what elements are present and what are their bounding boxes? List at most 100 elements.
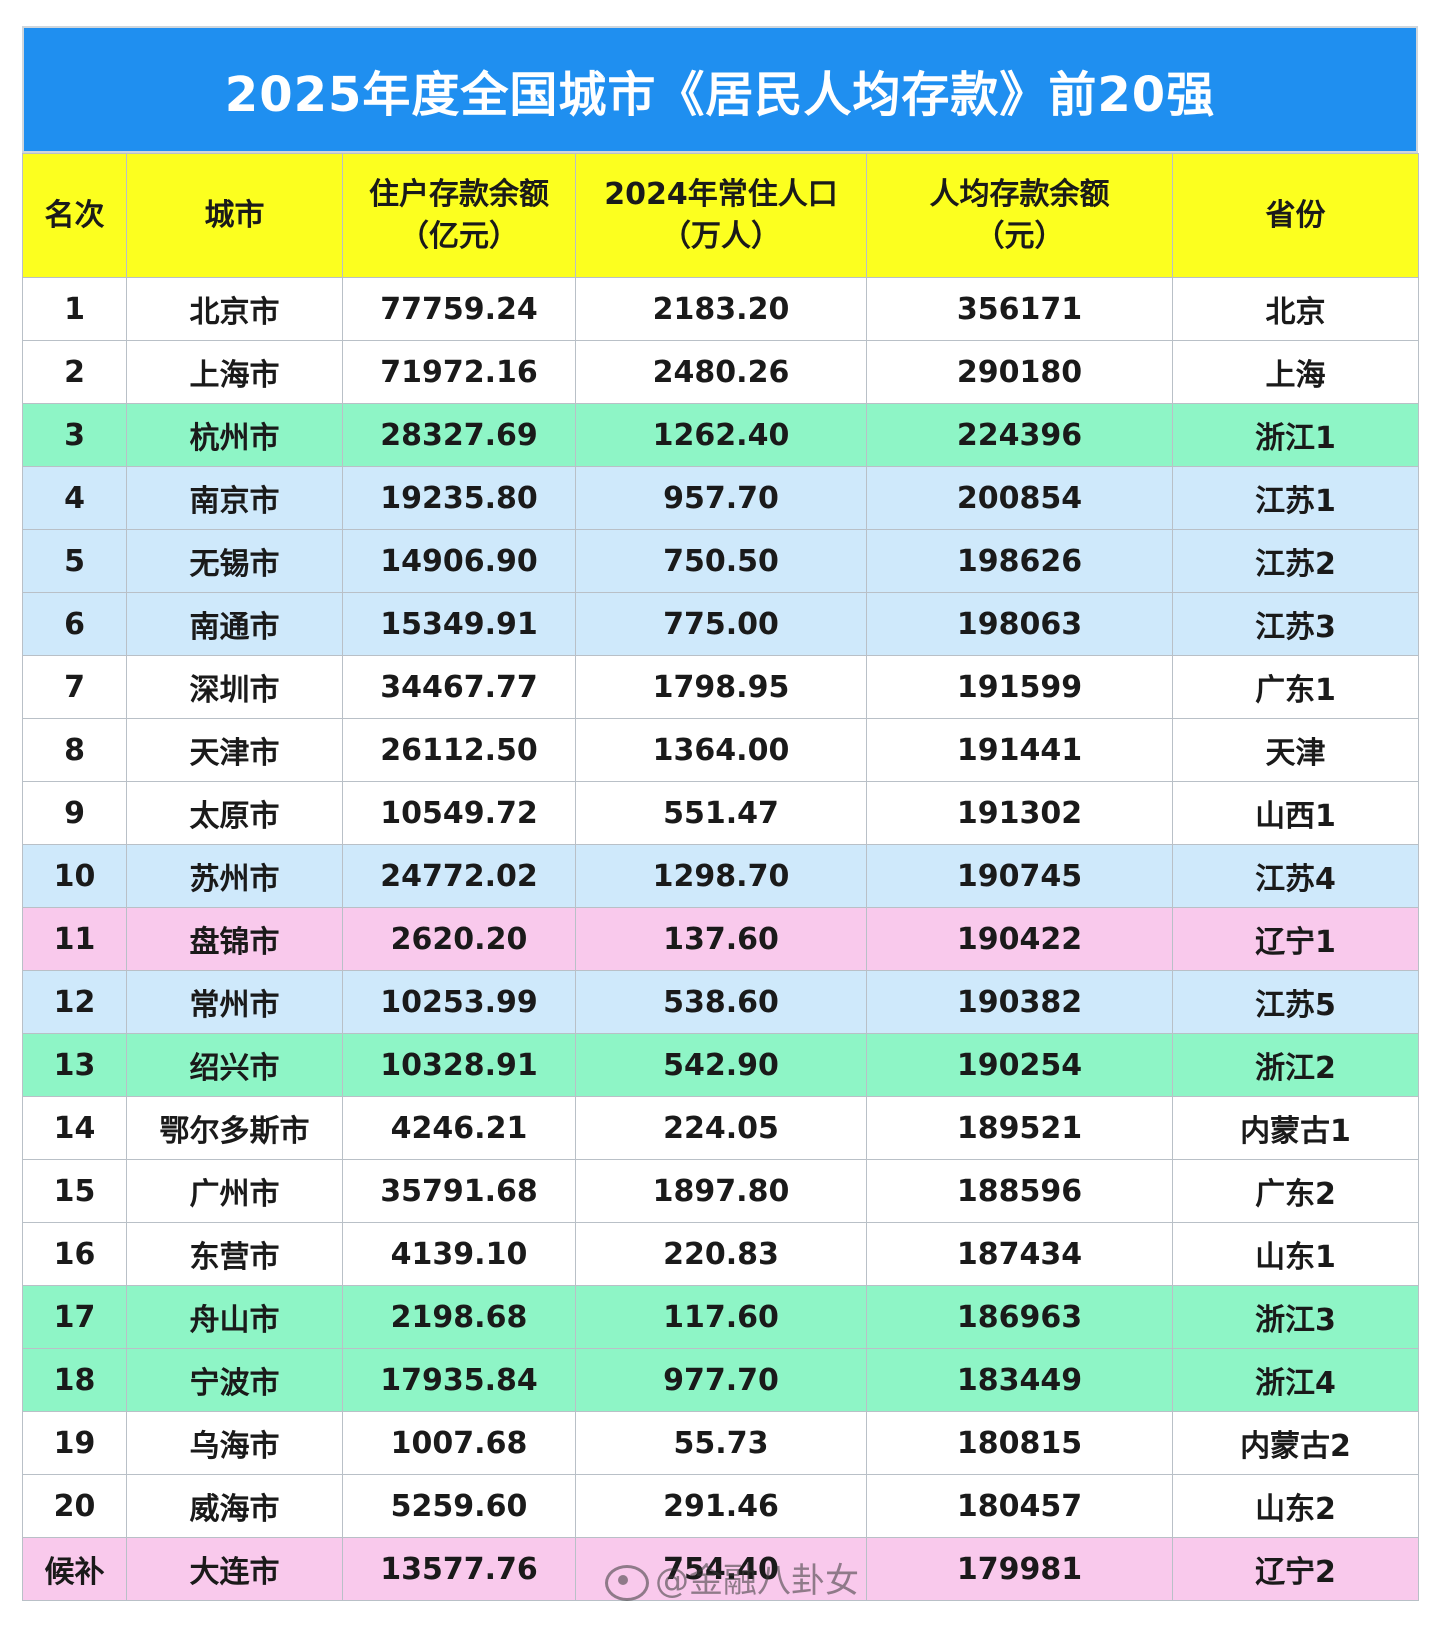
- header-population-title: 2024年常住人口: [604, 176, 838, 212]
- cell-province: 江苏3: [1172, 592, 1419, 656]
- cell-deposit: 10549.72: [342, 781, 576, 845]
- cell-deposit: 14906.90: [342, 529, 576, 593]
- cell-deposit: 2198.68: [342, 1285, 576, 1349]
- cell-rank: 候补: [22, 1537, 127, 1601]
- watermark: @金融八卦女: [605, 1553, 859, 1602]
- cell-city: 南通市: [126, 592, 343, 656]
- cell-city: 无锡市: [126, 529, 343, 593]
- table-body: 1 北京市 77759.24 2183.20 356171 北京 2 上海市 71972.16 2…: [22, 277, 1419, 1601]
- cell-province: 广东2: [1172, 1159, 1419, 1223]
- cell-province: 辽宁2: [1172, 1537, 1419, 1601]
- cell-rank: 3: [22, 403, 127, 467]
- cell-population: 542.90: [575, 1033, 867, 1097]
- title-bar: 2025年度全国城市《居民人均存款》前20强: [22, 26, 1418, 153]
- cell-rank: 8: [22, 718, 127, 782]
- cell-city: 上海市: [126, 340, 343, 404]
- cell-province: 辽宁1: [1172, 907, 1419, 971]
- cell-province: 广东1: [1172, 655, 1419, 719]
- cell-province: 山东2: [1172, 1474, 1419, 1538]
- table-row: 13 绍兴市 10328.91 542.90 190254 浙江2: [22, 1033, 1419, 1097]
- cell-deposit: 4246.21: [342, 1096, 576, 1160]
- cell-rank: 9: [22, 781, 127, 845]
- cell-per-capita: 179981: [866, 1537, 1173, 1601]
- cell-rank: 18: [22, 1348, 127, 1412]
- cell-province: 北京: [1172, 277, 1419, 341]
- cell-city: 广州市: [126, 1159, 343, 1223]
- cell-population: 1262.40: [575, 403, 867, 467]
- cell-city: 杭州市: [126, 403, 343, 467]
- table-row: 9 太原市 10549.72 551.47 191302 山西1: [22, 781, 1419, 845]
- cell-province: 山西1: [1172, 781, 1419, 845]
- cell-population: 291.46: [575, 1474, 867, 1538]
- cell-city: 盘锦市: [126, 907, 343, 971]
- cell-population: 977.70: [575, 1348, 867, 1412]
- cell-population: 2183.20: [575, 277, 867, 341]
- cell-city: 威海市: [126, 1474, 343, 1538]
- cell-deposit: 19235.80: [342, 466, 576, 530]
- cell-population: 2480.26: [575, 340, 867, 404]
- table-row: 11 盘锦市 2620.20 137.60 190422 辽宁1: [22, 907, 1419, 971]
- cell-rank: 10: [22, 844, 127, 908]
- cell-per-capita: 191302: [866, 781, 1173, 845]
- table-row: 20 威海市 5259.60 291.46 180457 山东2: [22, 1474, 1419, 1538]
- cell-per-capita: 198626: [866, 529, 1173, 593]
- cell-rank: 11: [22, 907, 127, 971]
- cell-deposit: 77759.24: [342, 277, 576, 341]
- cell-rank: 14: [22, 1096, 127, 1160]
- cell-city: 绍兴市: [126, 1033, 343, 1097]
- cell-per-capita: 190382: [866, 970, 1173, 1034]
- ranking-table: 名次 城市 住户存款余额 （亿元） 2024年常住人口 （万人） 人均存款余额 …: [22, 153, 1419, 1601]
- cell-population: 750.50: [575, 529, 867, 593]
- table-row: 4 南京市 19235.80 957.70 200854 江苏1: [22, 466, 1419, 530]
- cell-deposit: 10253.99: [342, 970, 576, 1034]
- header-population-unit: （万人）: [661, 218, 781, 254]
- cell-rank: 1: [22, 277, 127, 341]
- header-deposit-unit: （亿元）: [399, 218, 519, 254]
- ranking-sheet: 2025年度全国城市《居民人均存款》前20强 名次 城市 住户存款余额 （亿元）…: [22, 26, 1419, 1601]
- header-deposit: 住户存款余额 （亿元）: [342, 153, 576, 278]
- cell-per-capita: 180457: [866, 1474, 1173, 1538]
- cell-population: 775.00: [575, 592, 867, 656]
- cell-per-capita: 224396: [866, 403, 1173, 467]
- cell-per-capita: 190422: [866, 907, 1173, 971]
- cell-province: 山东1: [1172, 1222, 1419, 1286]
- cell-deposit: 71972.16: [342, 340, 576, 404]
- cell-city: 深圳市: [126, 655, 343, 719]
- cell-population: 117.60: [575, 1285, 867, 1349]
- table-row: 8 天津市 26112.50 1364.00 191441 天津: [22, 718, 1419, 782]
- watermark-text: @金融八卦女: [655, 1561, 859, 1601]
- cell-province: 内蒙古2: [1172, 1411, 1419, 1475]
- cell-city: 大连市: [126, 1537, 343, 1601]
- table-row: 16 东营市 4139.10 220.83 187434 山东1: [22, 1222, 1419, 1286]
- header-per-capita: 人均存款余额 （元）: [866, 153, 1173, 278]
- table-row: 12 常州市 10253.99 538.60 190382 江苏5: [22, 970, 1419, 1034]
- cell-per-capita: 191599: [866, 655, 1173, 719]
- cell-per-capita: 183449: [866, 1348, 1173, 1412]
- cell-province: 浙江4: [1172, 1348, 1419, 1412]
- page-title: 2025年度全国城市《居民人均存款》前20强: [224, 66, 1216, 123]
- cell-city: 宁波市: [126, 1348, 343, 1412]
- cell-deposit: 2620.20: [342, 907, 576, 971]
- cell-per-capita: 198063: [866, 592, 1173, 656]
- header-city: 城市: [126, 153, 343, 278]
- cell-deposit: 28327.69: [342, 403, 576, 467]
- cell-per-capita: 180815: [866, 1411, 1173, 1475]
- cell-rank: 4: [22, 466, 127, 530]
- cell-population: 1364.00: [575, 718, 867, 782]
- cell-city: 乌海市: [126, 1411, 343, 1475]
- cell-per-capita: 186963: [866, 1285, 1173, 1349]
- cell-per-capita: 189521: [866, 1096, 1173, 1160]
- table-row: 5 无锡市 14906.90 750.50 198626 江苏2: [22, 529, 1419, 593]
- cell-city: 苏州市: [126, 844, 343, 908]
- header-row: 名次 城市 住户存款余额 （亿元） 2024年常住人口 （万人） 人均存款余额 …: [22, 153, 1419, 278]
- cell-rank: 15: [22, 1159, 127, 1223]
- cell-population: 137.60: [575, 907, 867, 971]
- table-row: 14 鄂尔多斯市 4246.21 224.05 189521 内蒙古1: [22, 1096, 1419, 1160]
- cell-per-capita: 188596: [866, 1159, 1173, 1223]
- cell-population: 55.73: [575, 1411, 867, 1475]
- cell-rank: 16: [22, 1222, 127, 1286]
- cell-population: 1298.70: [575, 844, 867, 908]
- cell-city: 南京市: [126, 466, 343, 530]
- cell-rank: 6: [22, 592, 127, 656]
- table-row: 7 深圳市 34467.77 1798.95 191599 广东1: [22, 655, 1419, 719]
